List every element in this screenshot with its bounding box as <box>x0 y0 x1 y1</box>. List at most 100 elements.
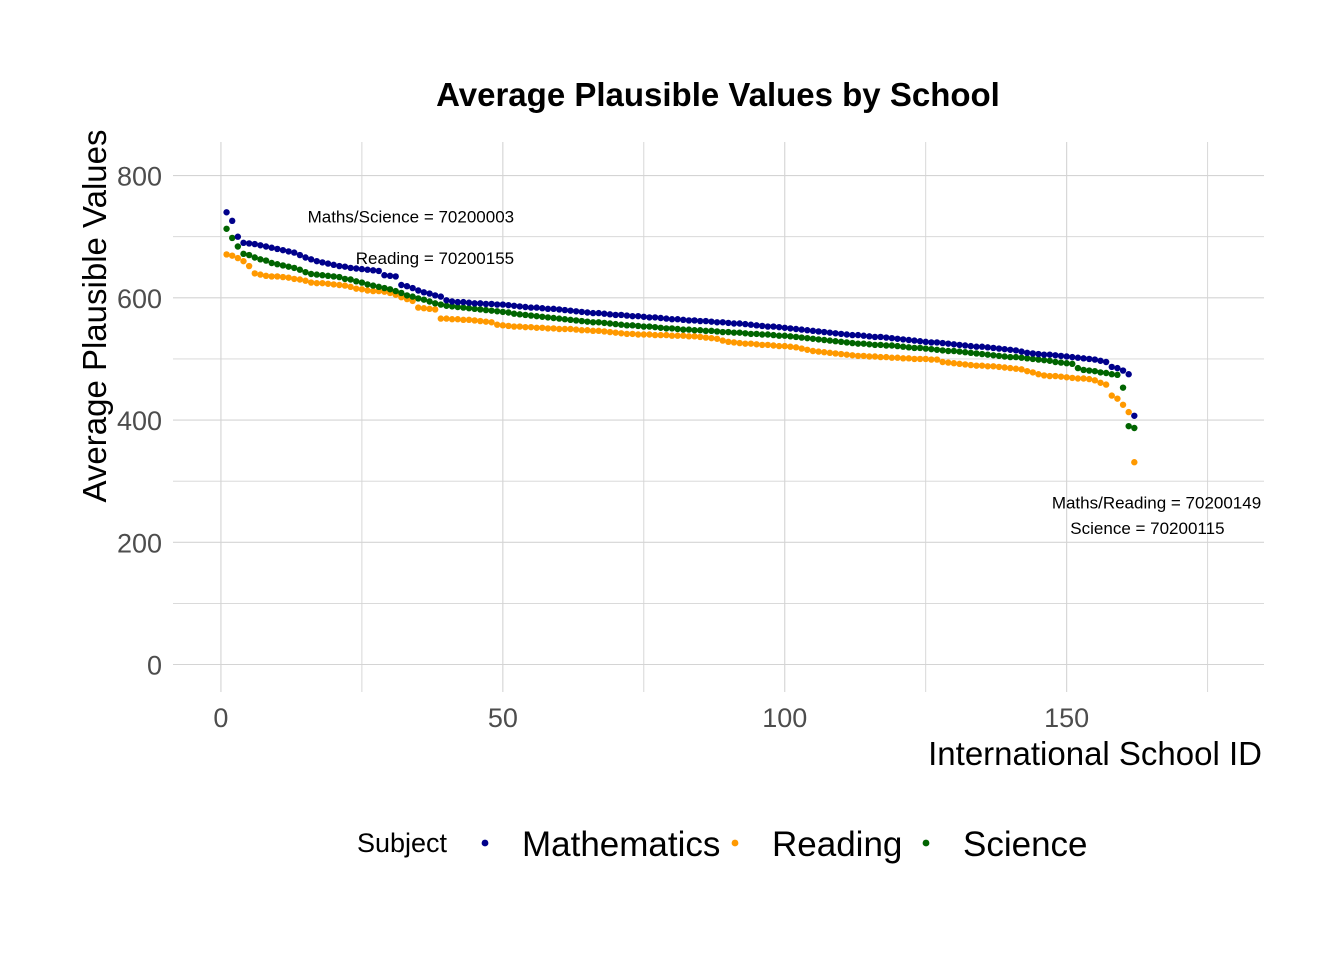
data-point <box>837 350 845 358</box>
data-point <box>871 353 879 360</box>
data-point <box>719 337 726 344</box>
data-point <box>747 340 755 347</box>
data-point <box>646 323 653 330</box>
data-points <box>223 209 1138 466</box>
data-point <box>364 287 371 294</box>
data-point <box>381 284 388 292</box>
data-point <box>319 279 326 287</box>
data-point <box>911 337 918 344</box>
data-point <box>742 340 749 347</box>
data-point <box>595 309 602 317</box>
data-point <box>781 342 788 350</box>
data-point <box>1029 355 1037 363</box>
data-point <box>471 305 478 313</box>
data-point <box>539 305 546 312</box>
data-point <box>821 328 828 336</box>
data-point <box>302 277 309 284</box>
data-point <box>296 276 304 283</box>
data-point <box>572 326 580 333</box>
data-point <box>1057 359 1065 366</box>
data-point <box>753 341 760 348</box>
data-point <box>950 341 958 348</box>
data-point <box>978 343 986 350</box>
data-point <box>730 339 738 346</box>
data-point <box>499 308 507 316</box>
data-point <box>313 279 320 287</box>
data-point <box>871 341 879 349</box>
data-point <box>606 328 614 336</box>
data-point <box>364 266 371 273</box>
data-point <box>1114 371 1121 379</box>
legend-label-science: Science <box>963 825 1088 864</box>
data-point <box>866 333 873 340</box>
data-point <box>753 330 760 338</box>
series-mathematics <box>223 209 1138 419</box>
data-point <box>251 240 258 248</box>
data-point <box>708 318 715 325</box>
data-point <box>488 300 495 308</box>
data-point <box>916 355 924 363</box>
data-point <box>353 285 360 292</box>
legend-label-mathematics: Mathematics <box>522 825 720 864</box>
data-point <box>516 303 523 310</box>
data-point <box>680 316 687 324</box>
data-point <box>804 327 811 334</box>
data-point <box>1074 375 1082 382</box>
data-point <box>708 327 715 335</box>
data-point <box>634 322 642 330</box>
data-point <box>961 342 969 349</box>
data-point <box>1052 352 1059 359</box>
data-point <box>578 327 585 334</box>
data-point <box>663 315 670 322</box>
data-point <box>601 319 608 327</box>
data-point <box>1007 353 1014 361</box>
x-tick-label: 150 <box>1044 703 1089 733</box>
data-point <box>1052 358 1059 366</box>
data-point <box>860 352 867 360</box>
data-point <box>1086 367 1093 374</box>
data-point <box>234 243 242 250</box>
data-point <box>561 316 569 323</box>
data-point <box>696 333 704 341</box>
data-point <box>657 324 664 331</box>
data-point <box>460 298 467 306</box>
data-point <box>663 331 670 339</box>
data-point <box>837 330 845 338</box>
data-point <box>747 321 755 328</box>
data-point <box>860 332 867 339</box>
data-point <box>990 352 997 359</box>
data-point <box>493 301 501 308</box>
data-point <box>623 312 631 319</box>
data-point <box>262 257 270 264</box>
data-point <box>685 326 693 333</box>
data-point <box>753 322 760 329</box>
data-point <box>516 311 523 318</box>
data-point <box>781 332 788 339</box>
data-point <box>454 316 461 323</box>
data-point <box>1057 373 1065 380</box>
data-point <box>719 328 726 336</box>
data-point <box>849 352 856 359</box>
data-point <box>392 273 399 280</box>
data-point <box>713 319 721 326</box>
data-point <box>347 276 354 283</box>
data-point <box>961 361 969 368</box>
data-point <box>646 314 653 321</box>
data-point <box>945 347 952 355</box>
data-point <box>922 338 929 346</box>
data-point <box>415 287 422 294</box>
data-point <box>719 319 726 326</box>
data-point <box>353 278 360 285</box>
data-point <box>279 273 287 281</box>
data-point <box>1063 353 1070 360</box>
data-point <box>1131 412 1138 419</box>
data-point <box>460 304 467 311</box>
data-point <box>544 325 552 332</box>
data-point <box>899 355 907 362</box>
data-point <box>482 318 490 325</box>
data-point <box>792 325 800 333</box>
data-point <box>465 305 473 312</box>
data-point <box>933 339 941 346</box>
data-point <box>1114 364 1121 372</box>
data-point <box>403 292 411 299</box>
